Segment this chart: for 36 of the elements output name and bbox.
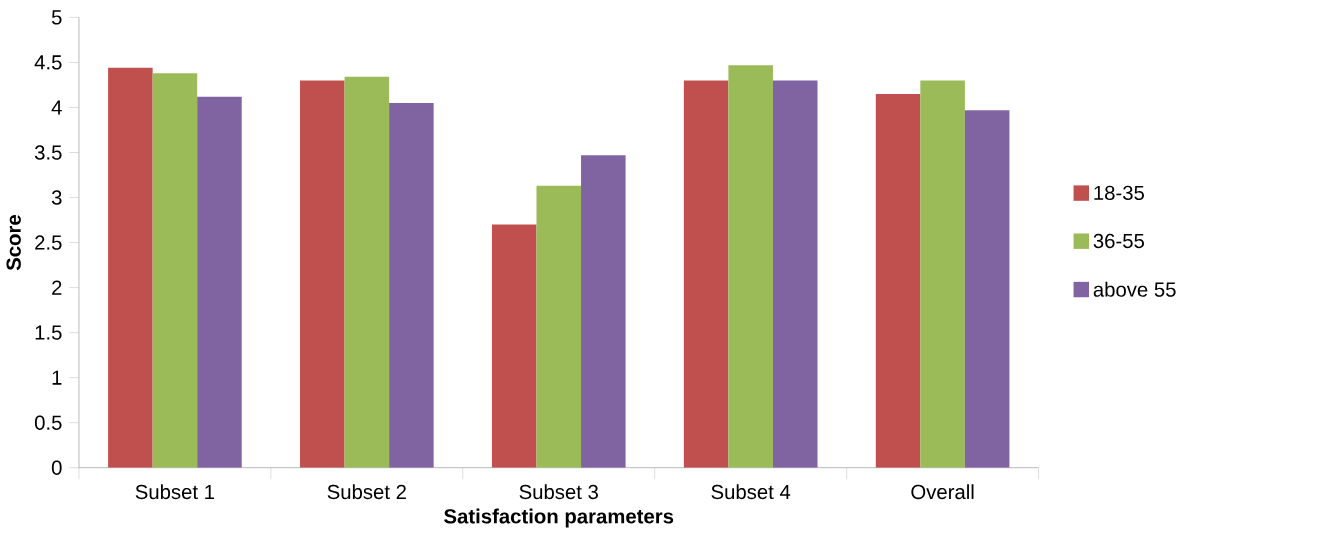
x-tick-label: Subset 1 xyxy=(135,484,215,500)
legend-label: 18-35 xyxy=(1094,185,1144,201)
bar xyxy=(108,67,153,468)
x-axis-title: Satisfaction parameters xyxy=(444,508,674,528)
y-tick-label: 3 xyxy=(51,190,62,205)
bar xyxy=(300,80,345,468)
bar xyxy=(920,80,965,468)
y-tick-label: 3.5 xyxy=(34,145,62,160)
bar xyxy=(389,103,434,468)
y-tick-label: 2.5 xyxy=(35,235,62,250)
bar xyxy=(491,224,537,468)
y-axis-title: Score xyxy=(6,215,21,271)
bar xyxy=(964,110,1010,468)
bar xyxy=(772,80,818,468)
y-tick-label: 0.5 xyxy=(34,415,62,430)
bar xyxy=(344,76,390,468)
bar xyxy=(581,155,626,468)
bar xyxy=(152,73,198,468)
bar xyxy=(197,96,242,468)
legend-label: 36-55 xyxy=(1093,233,1144,249)
y-tick-label: 0 xyxy=(51,460,62,475)
y-tick-label: 4 xyxy=(51,100,62,115)
x-tick-label: Subset 2 xyxy=(327,484,406,500)
bar xyxy=(728,65,773,468)
bar xyxy=(536,185,582,468)
x-tick-label: Subset 3 xyxy=(519,484,598,500)
legend-label: above 55 xyxy=(1093,281,1176,297)
y-tick-label: 1.5 xyxy=(35,325,62,340)
y-tick-label: 5 xyxy=(51,10,62,25)
y-tick-label: 2 xyxy=(52,280,62,295)
x-tick-label: Overall xyxy=(911,484,974,500)
x-tick-label: Subset 4 xyxy=(711,484,791,500)
bar xyxy=(683,80,729,468)
y-tick-label: 4.5 xyxy=(34,55,62,70)
y-tick-label: 1 xyxy=(52,370,62,385)
bar xyxy=(875,94,921,468)
